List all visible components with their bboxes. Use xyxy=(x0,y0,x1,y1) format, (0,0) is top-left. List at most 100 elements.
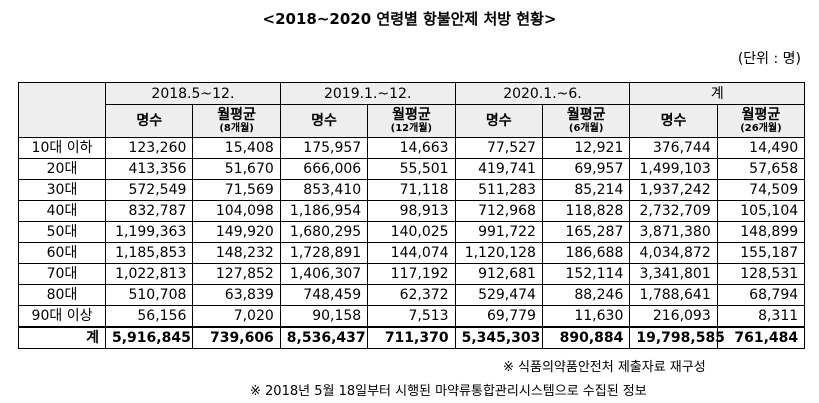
total-value: 8,536,437 xyxy=(279,326,369,349)
cell-value: 152,114 xyxy=(541,263,631,285)
cell-value: 3,341,801 xyxy=(629,263,718,285)
cell-value: 216,093 xyxy=(629,305,718,328)
cell-value: 90,158 xyxy=(279,305,369,328)
cell-value: 510,708 xyxy=(104,284,194,306)
footnote-source: ※ 식품의약품안전처 제출자료 재구성 xyxy=(503,360,706,375)
cell-value: 69,779 xyxy=(454,305,543,328)
cell-value: 85,214 xyxy=(541,179,631,201)
cell-value: 376,744 xyxy=(629,137,718,159)
total-value: 711,370 xyxy=(367,326,456,349)
cell-value: 3,871,380 xyxy=(629,221,718,243)
cell-value: 4,034,872 xyxy=(629,242,718,264)
cell-value: 11,630 xyxy=(541,305,631,328)
cell-value: 1,120,128 xyxy=(454,242,543,264)
table-row: 40대 832,787 104,098 1,186,954 98,913 712,968 1… xyxy=(18,200,806,222)
cell-value: 1,499,103 xyxy=(629,158,718,180)
cell-value: 63,839 xyxy=(192,284,281,306)
count-header: 명수 xyxy=(454,104,543,138)
page-title: <2018~2020 연령별 항불안제 처방 현황> xyxy=(262,10,557,28)
cell-value: 2,732,709 xyxy=(629,200,718,222)
age-group: 20대 xyxy=(18,158,106,180)
period-header: 계 xyxy=(629,82,806,105)
cell-value: 155,187 xyxy=(716,242,806,264)
cell-value: 186,688 xyxy=(541,242,631,264)
corner-header xyxy=(18,82,106,138)
table-row: 90대 이상 56,156 7,020 90,158 7,513 69,779 11,630… xyxy=(18,305,806,328)
total-value: 5,345,303 xyxy=(454,326,543,349)
cell-value: 68,794 xyxy=(716,284,806,306)
cell-value: 1,186,954 xyxy=(279,200,369,222)
cell-value: 1,937,242 xyxy=(629,179,718,201)
cell-value: 128,531 xyxy=(716,263,806,285)
cell-value: 666,006 xyxy=(279,158,369,180)
cell-value: 105,104 xyxy=(716,200,806,222)
cell-value: 118,828 xyxy=(541,200,631,222)
period-header: 2018.5~12. xyxy=(105,82,281,105)
monthly-avg-header: 월평균 (12개월) xyxy=(367,104,456,138)
cell-value: 117,192 xyxy=(367,263,456,285)
count-header: 명수 xyxy=(629,104,718,138)
cell-value: 1,406,307 xyxy=(279,263,369,285)
cell-value: 77,527 xyxy=(454,137,543,159)
cell-value: 15,408 xyxy=(192,137,281,159)
cell-value: 140,025 xyxy=(367,221,456,243)
total-value: 5,916,845 xyxy=(104,326,194,349)
period-header: 2020.1.~6. xyxy=(454,82,631,105)
unit-label: (단위 : 명) xyxy=(737,51,801,67)
monthly-avg-header: 월평균 (26개월) xyxy=(716,104,806,138)
cell-value: 175,957 xyxy=(279,137,369,159)
count-header: 명수 xyxy=(279,104,369,138)
cell-value: 1,185,853 xyxy=(104,242,194,264)
cell-value: 529,474 xyxy=(454,284,543,306)
age-group: 50대 xyxy=(18,221,106,243)
cell-value: 14,490 xyxy=(716,137,806,159)
table-row: 30대 572,549 71,569 853,410 71,118 511,283 85,2… xyxy=(18,179,806,201)
cell-value: 88,246 xyxy=(541,284,631,306)
cell-value: 144,074 xyxy=(367,242,456,264)
prescription-table: 2018.5~12. 2019.1.~12. 2020.1.~6. 계 명수 월평… xyxy=(18,82,806,349)
monthly-avg-header: 월평균 (6개월) xyxy=(541,104,631,138)
table-row: 60대 1,185,853 148,232 1,728,891 144,074 1,120… xyxy=(18,242,806,264)
cell-value: 51,670 xyxy=(192,158,281,180)
months-note: (8개월) xyxy=(219,123,254,134)
age-group: 40대 xyxy=(18,200,106,222)
cell-value: 69,957 xyxy=(541,158,631,180)
age-group: 70대 xyxy=(18,263,106,285)
total-value: 19,798,585 xyxy=(629,326,725,349)
total-label: 계 xyxy=(18,326,106,349)
monthly-avg-label: 월평균 xyxy=(741,107,781,123)
cell-value: 511,283 xyxy=(454,179,543,201)
footnote-system: ※ 2018년 5월 18일부터 시행된 마약류통합관리시스템으로 수집된 정보 xyxy=(250,384,647,399)
cell-value: 71,118 xyxy=(367,179,456,201)
cell-value: 832,787 xyxy=(104,200,194,222)
count-header: 명수 xyxy=(104,104,194,138)
cell-value: 853,410 xyxy=(279,179,369,201)
age-group: 10대 이하 xyxy=(18,137,106,159)
cell-value: 71,569 xyxy=(192,179,281,201)
cell-value: 748,459 xyxy=(279,284,369,306)
cell-value: 991,722 xyxy=(454,221,543,243)
age-group: 30대 xyxy=(18,179,106,201)
months-note: (6개월) xyxy=(568,123,604,134)
cell-value: 104,098 xyxy=(192,200,281,222)
period-header: 2019.1.~12. xyxy=(279,82,456,105)
age-group: 60대 xyxy=(18,242,106,264)
cell-value: 57,658 xyxy=(716,158,806,180)
cell-value: 712,968 xyxy=(454,200,543,222)
cell-value: 572,549 xyxy=(104,179,194,201)
table-row: 20대 413,356 51,670 666,006 55,501 419,741 69,9… xyxy=(18,158,806,180)
cell-value: 1,022,813 xyxy=(104,263,194,285)
cell-value: 98,913 xyxy=(367,200,456,222)
months-note: (12개월) xyxy=(390,123,433,134)
monthly-avg-label: 월평균 xyxy=(217,107,256,123)
cell-value: 7,513 xyxy=(367,305,456,328)
cell-value: 55,501 xyxy=(367,158,456,180)
monthly-avg-label: 월평균 xyxy=(392,107,431,123)
cell-value: 1,728,891 xyxy=(279,242,369,264)
months-note: (26개월) xyxy=(740,123,782,134)
age-group: 80대 xyxy=(18,284,106,306)
cell-value: 1,680,295 xyxy=(279,221,369,243)
total-row: 계 5,916,845 739,606 8,536,437 711,370 5,345,3… xyxy=(18,326,806,349)
table-row: 80대 510,708 63,839 748,459 62,372 529,474 88,2… xyxy=(18,284,806,306)
table-row: 50대 1,199,363 149,920 1,680,295 140,025 991,7… xyxy=(18,221,806,243)
